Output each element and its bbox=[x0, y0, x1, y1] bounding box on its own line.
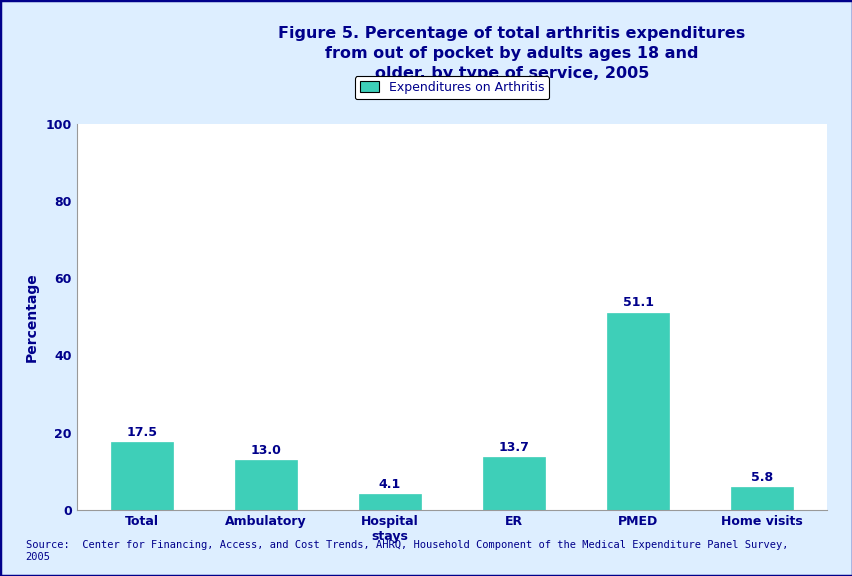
Text: 5.8: 5.8 bbox=[751, 471, 773, 484]
Text: 51.1: 51.1 bbox=[622, 297, 653, 309]
Y-axis label: Percentage: Percentage bbox=[25, 272, 38, 362]
Bar bbox=[359, 494, 421, 510]
Text: 17.5: 17.5 bbox=[126, 426, 158, 439]
Bar bbox=[607, 313, 669, 510]
Bar bbox=[234, 460, 296, 510]
Text: 13.7: 13.7 bbox=[498, 441, 529, 454]
Text: Figure 5. Percentage of total arthritis expenditures
from out of pocket by adult: Figure 5. Percentage of total arthritis … bbox=[278, 26, 745, 81]
Bar bbox=[730, 487, 792, 510]
Text: 13.0: 13.0 bbox=[250, 444, 281, 457]
Text: 4.1: 4.1 bbox=[378, 478, 400, 491]
Bar bbox=[482, 457, 544, 510]
Text: Source:  Center for Financing, Access, and Cost Trends, AHRQ, Household Componen: Source: Center for Financing, Access, an… bbox=[26, 540, 787, 562]
Bar bbox=[111, 442, 173, 510]
Legend: Expenditures on Arthritis: Expenditures on Arthritis bbox=[354, 76, 549, 99]
